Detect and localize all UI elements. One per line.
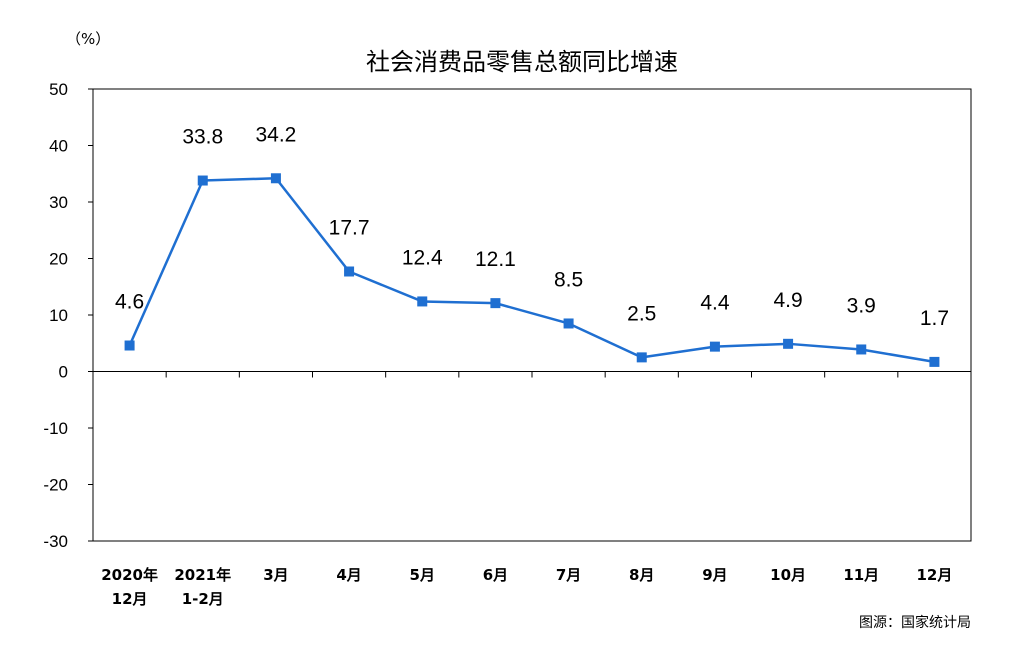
y-tick-label: -10 xyxy=(43,419,68,438)
data-value-label: 17.7 xyxy=(329,216,370,239)
data-point-marker xyxy=(563,318,574,329)
data-point-marker xyxy=(636,352,647,363)
y-unit-label: （%） xyxy=(66,30,110,48)
x-category-label: 12月 xyxy=(916,566,952,584)
data-value-label: 3.9 xyxy=(847,294,876,317)
data-value-label: 4.6 xyxy=(115,291,144,314)
x-category-label: 11月 xyxy=(843,566,879,584)
x-category-label: 4月 xyxy=(336,566,361,584)
x-category-label: 12月 xyxy=(112,590,148,608)
source-note: 图源：国家统计局 xyxy=(859,614,971,631)
x-category-label: 10月 xyxy=(770,566,806,584)
x-category-label: 8月 xyxy=(629,566,654,584)
data-point-marker xyxy=(709,341,720,352)
y-tick-label: 0 xyxy=(59,363,68,382)
data-value-label: 33.8 xyxy=(182,126,223,149)
x-category-label: 9月 xyxy=(702,566,727,584)
x-category-label: 2021年 xyxy=(174,566,231,584)
data-value-label: 4.9 xyxy=(773,289,802,312)
series-line xyxy=(128,177,935,364)
data-value-label: 1.7 xyxy=(920,307,949,330)
data-value-label: 12.1 xyxy=(475,248,516,271)
x-category-label: 5月 xyxy=(410,566,435,584)
y-tick-label: 20 xyxy=(49,250,68,269)
x-category-label: 2020年 xyxy=(101,566,158,584)
x-category-label: 3月 xyxy=(263,566,288,584)
data-point-marker xyxy=(856,344,867,355)
chart-title: 社会消费品零售总额同比增速 xyxy=(366,48,678,76)
y-tick-label: 10 xyxy=(49,306,68,325)
data-point-marker xyxy=(124,340,135,351)
data-point-marker xyxy=(783,338,794,349)
y-tick-label: 30 xyxy=(49,193,68,212)
y-tick-label: -30 xyxy=(43,532,68,551)
y-tick-label: 50 xyxy=(49,80,68,99)
plot-area-frame xyxy=(92,88,972,542)
data-value-label: 8.5 xyxy=(554,268,583,291)
data-point-marker xyxy=(929,356,940,367)
y-tick-label: -20 xyxy=(43,476,68,495)
data-point-marker xyxy=(270,173,281,184)
x-category-label: 1-2月 xyxy=(182,590,224,608)
y-tick-label: 40 xyxy=(49,137,68,156)
data-value-label: 4.4 xyxy=(700,292,730,315)
data-value-label: 2.5 xyxy=(627,302,656,325)
data-value-label: 34.2 xyxy=(255,123,296,146)
data-value-label: 12.4 xyxy=(402,246,443,269)
x-category-label: 7月 xyxy=(556,566,581,584)
data-point-marker xyxy=(344,266,355,277)
data-point-marker xyxy=(490,298,501,309)
data-point-marker xyxy=(417,296,428,307)
data-point-marker xyxy=(197,175,208,186)
x-category-label: 6月 xyxy=(483,566,508,584)
